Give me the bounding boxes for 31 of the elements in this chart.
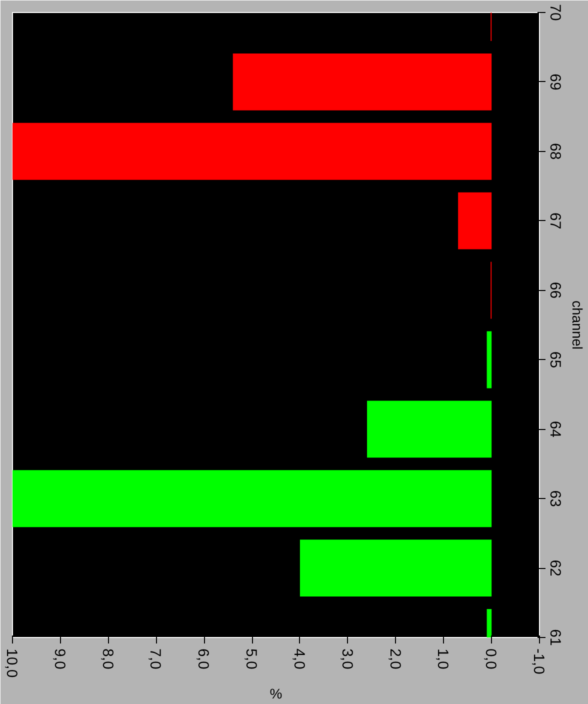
x-tick-label: -1,0 <box>530 648 547 674</box>
x-tick-label: 6,0 <box>194 648 212 670</box>
bar <box>486 331 492 388</box>
bar <box>300 540 492 597</box>
x-tick-label: 3,0 <box>338 648 356 670</box>
x-axis-title: % <box>270 686 282 702</box>
x-tick-label: 1,0 <box>434 648 452 670</box>
y-axis-title: channel <box>570 300 586 350</box>
y-tick-label: 66 <box>546 282 564 299</box>
y-tick-label: 64 <box>546 420 564 438</box>
bar <box>367 400 492 458</box>
x-tick-label: 7,0 <box>146 648 164 670</box>
y-tick-label: 69 <box>546 74 564 90</box>
y-tick-label: 70 <box>546 4 564 21</box>
x-tick-label: 2,0 <box>386 648 404 670</box>
x-tick-label: 9,0 <box>50 648 68 670</box>
y-tick-label: 61 <box>546 629 564 646</box>
y-tick-label: 68 <box>546 143 564 160</box>
bar <box>12 470 492 528</box>
bar <box>458 192 492 250</box>
x-tick-label: 4,0 <box>290 648 308 670</box>
x-tick-label: 10,0 <box>3 648 20 678</box>
x-tick-label: 5,0 <box>242 648 260 670</box>
y-tick-label: 63 <box>546 490 564 507</box>
y-tick-label: 62 <box>546 560 564 576</box>
y-tick-label: 67 <box>546 212 564 230</box>
y-tick-label: 65 <box>546 351 564 368</box>
bar <box>12 122 492 180</box>
bar <box>232 53 492 110</box>
x-tick-label: 8,0 <box>98 648 116 670</box>
x-tick-label: 0,0 <box>482 648 500 670</box>
